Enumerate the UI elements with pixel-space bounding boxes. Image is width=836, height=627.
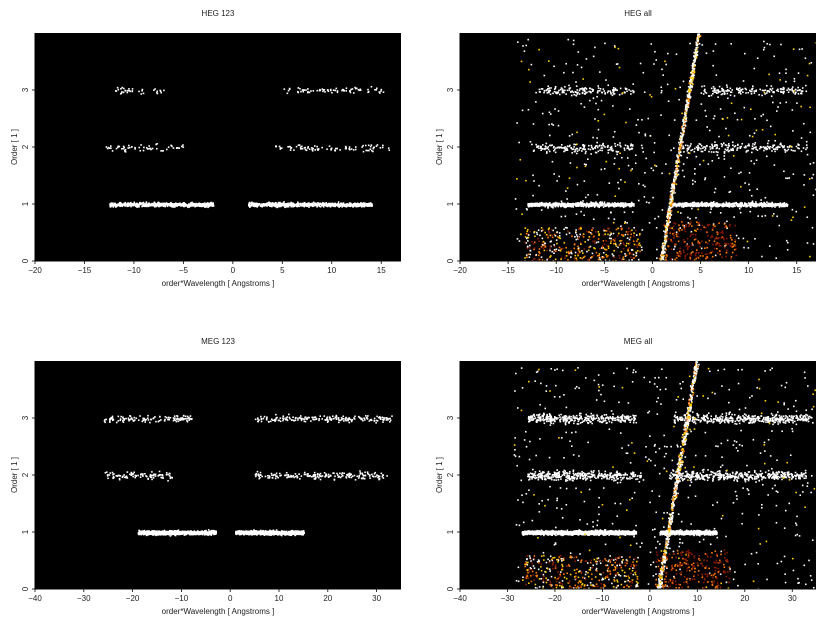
x-tick-label: 20 — [323, 594, 332, 603]
x-tick-label: −15 — [501, 266, 515, 275]
y-tick-label: 2 — [446, 472, 455, 477]
x-axis-label: order*Wavelength [ Angstroms ] — [582, 279, 695, 288]
x-tick-label: −10 — [175, 594, 189, 603]
y-axis-label: Order [ 1 ] — [10, 457, 19, 493]
x-tick-label: 0 — [231, 266, 236, 275]
x-axis-label: order*Wavelength [ Angstroms ] — [582, 607, 695, 616]
panel-title: HEG all — [624, 9, 652, 18]
event-points — [514, 33, 816, 261]
y-axis-label: Order [ 1 ] — [435, 457, 444, 493]
x-tick-label: −40 — [28, 594, 42, 603]
event-points — [103, 413, 393, 537]
x-axis-label: order*Wavelength [ Angstroms ] — [162, 607, 275, 616]
y-tick-label: 2 — [446, 144, 455, 149]
y-tick-label: 3 — [446, 87, 455, 92]
x-tick-label: −20 — [126, 594, 140, 603]
x-tick-label: −30 — [501, 594, 515, 603]
x-tick-label: 15 — [792, 266, 801, 275]
panel-title: MEG 123 — [201, 337, 235, 346]
y-tick-label: 3 — [21, 87, 30, 92]
x-tick-label: 5 — [280, 266, 285, 275]
x-tick-label: −10 — [596, 594, 610, 603]
event-points — [105, 85, 391, 209]
panel-meg-all: −40 −30 −20 −10 0 10 20 30 0 1 2 3 MEG all order*Wave… — [435, 337, 816, 616]
x-tick-label: −20 — [28, 266, 42, 275]
x-tick-label: 10 — [693, 594, 702, 603]
x-tick-label: −15 — [78, 266, 92, 275]
x-tick-label: 5 — [698, 266, 703, 275]
plot-area — [460, 361, 816, 589]
event-points — [513, 361, 816, 589]
y-axis-label: Order [ 1 ] — [10, 129, 19, 165]
x-tick-label: −10 — [127, 266, 141, 275]
y-tick-label: 0 — [21, 586, 30, 591]
x-tick-label: 10 — [275, 594, 284, 603]
panel-title: HEG 123 — [202, 9, 235, 18]
x-axis-label: order*Wavelength [ Angstroms ] — [162, 279, 275, 288]
panel-meg-123: −40 −30 −20 −10 0 10 20 30 0 1 2 3 MEG 123 order*Wave… — [10, 337, 401, 616]
panel-title: MEG all — [624, 337, 653, 346]
x-tick-label: 10 — [744, 266, 753, 275]
y-tick-label: 1 — [21, 201, 30, 206]
y-tick-label: 0 — [446, 258, 455, 263]
x-tick-label: −5 — [600, 266, 610, 275]
x-tick-label: −20 — [453, 266, 467, 275]
y-tick-label: 0 — [446, 586, 455, 591]
x-tick-label: 30 — [788, 594, 797, 603]
x-tick-label: 0 — [650, 266, 655, 275]
plot-area — [35, 361, 401, 589]
panel-heg-123: −20 −15 −10 −5 0 5 10 15 0 1 2 3 HEG 123 order*Wavele… — [10, 9, 401, 288]
y-axis-label: Order [ 1 ] — [435, 129, 444, 165]
x-tick-label: 20 — [740, 594, 749, 603]
panel-heg-all: −20 −15 −10 −5 0 5 10 15 0 1 2 3 HEG all order*Wavele… — [435, 9, 816, 288]
y-tick-label: 1 — [446, 201, 455, 206]
y-tick-label: 3 — [446, 415, 455, 420]
y-tick-label: 1 — [446, 529, 455, 534]
y-tick-label: 1 — [21, 529, 30, 534]
y-tick-label: 3 — [21, 415, 30, 420]
x-tick-label: 15 — [377, 266, 386, 275]
x-tick-label: −10 — [549, 266, 563, 275]
y-tick-label: 0 — [21, 258, 30, 263]
x-tick-label: 0 — [648, 594, 653, 603]
x-tick-label: 0 — [228, 594, 233, 603]
x-tick-label: 10 — [327, 266, 336, 275]
x-tick-label: −30 — [77, 594, 91, 603]
y-tick-label: 2 — [21, 472, 30, 477]
plot-area — [35, 33, 401, 261]
x-tick-label: −20 — [548, 594, 562, 603]
x-tick-label: 30 — [372, 594, 381, 603]
x-tick-label: −40 — [453, 594, 467, 603]
x-tick-label: −5 — [179, 266, 189, 275]
y-tick-label: 2 — [21, 144, 30, 149]
